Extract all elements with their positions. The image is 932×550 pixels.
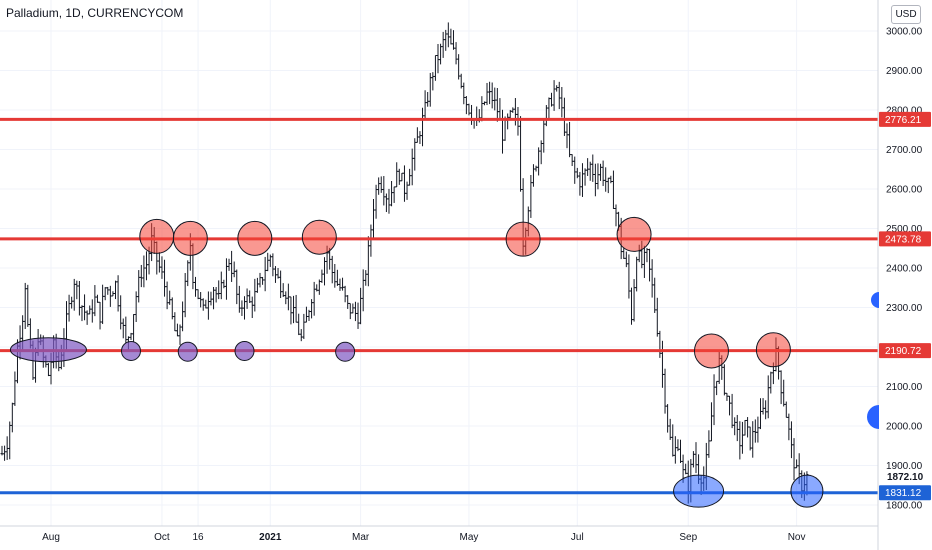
- level-price-label: 2473.78: [885, 234, 922, 245]
- x-tick-label: Mar: [352, 532, 370, 543]
- y-tick-label: 2400.00: [886, 264, 923, 275]
- y-tick-label: 2600.00: [886, 185, 923, 196]
- annotation-markers: [9, 216, 824, 508]
- bottom-marker: [790, 474, 824, 508]
- level-price-badge: [879, 485, 931, 501]
- y-tick-label: 2800.00: [886, 106, 923, 117]
- x-tick-label: Oct: [154, 532, 170, 543]
- y-tick-label: 2900.00: [886, 66, 923, 77]
- resistance-marker: [237, 220, 273, 256]
- resistance-marker: [172, 220, 208, 256]
- resistance-marker: [301, 219, 337, 255]
- y-tick-label: 2000.00: [886, 422, 923, 433]
- x-tick-label: Nov: [788, 532, 806, 543]
- support-marker: [120, 340, 141, 361]
- resistance-marker: [616, 216, 652, 252]
- y-tick-label: 2700.00: [886, 145, 923, 156]
- y-tick-label: 2300.00: [886, 303, 923, 314]
- chart-title: Palladium, 1D, CURRENCYCOM: [6, 6, 184, 20]
- level-price-badge: [879, 111, 931, 127]
- support-marker: [234, 340, 255, 361]
- support-marker: [9, 337, 87, 363]
- price-axis[interactable]: 3000.00 2900.00 2800.00 2700.00 2600.00 2500.…: [877, 0, 931, 550]
- scroll-handle: [871, 292, 879, 308]
- y-tick-label: 1900.00: [886, 461, 923, 472]
- level-price-label: 1831.12: [885, 488, 922, 499]
- side-handles[interactable]: [867, 292, 879, 429]
- y-tick-label: 3000.00: [886, 27, 923, 38]
- x-tick-label: 2021: [259, 532, 282, 543]
- x-tick-label: 16: [193, 532, 205, 543]
- x-tick-label: Aug: [42, 532, 60, 543]
- support-marker: [177, 341, 198, 362]
- currency-selector[interactable]: USD: [891, 5, 921, 24]
- x-tick-label: Jul: [571, 532, 584, 543]
- level-price-label: 2776.21: [885, 115, 922, 126]
- level-price-badge: [879, 231, 931, 247]
- resistance-marker: [693, 333, 729, 369]
- price-series: [0, 22, 809, 504]
- resistance-marker: [755, 332, 791, 368]
- grid: [0, 0, 878, 526]
- y-tick-label: 2100.00: [886, 382, 923, 393]
- x-tick-label: May: [460, 532, 479, 543]
- bottom-marker: [673, 474, 725, 508]
- scale-handle: [867, 405, 879, 429]
- time-axis[interactable]: Aug Oct 16 2021 Mar May Jul Sep Nov: [0, 525, 878, 543]
- support-marker: [335, 341, 356, 362]
- horizontal-levels[interactable]: [0, 117, 878, 495]
- level-price-label: 2190.72: [885, 346, 922, 357]
- y-tick-label: 2500.00: [886, 224, 923, 235]
- last-price-label: 1872.10: [887, 472, 924, 483]
- resistance-marker: [139, 218, 175, 254]
- level-price-badge: [879, 343, 931, 359]
- x-tick-label: Sep: [679, 532, 697, 543]
- resistance-marker: [505, 221, 541, 257]
- y-tick-label: 1800.00: [886, 501, 923, 512]
